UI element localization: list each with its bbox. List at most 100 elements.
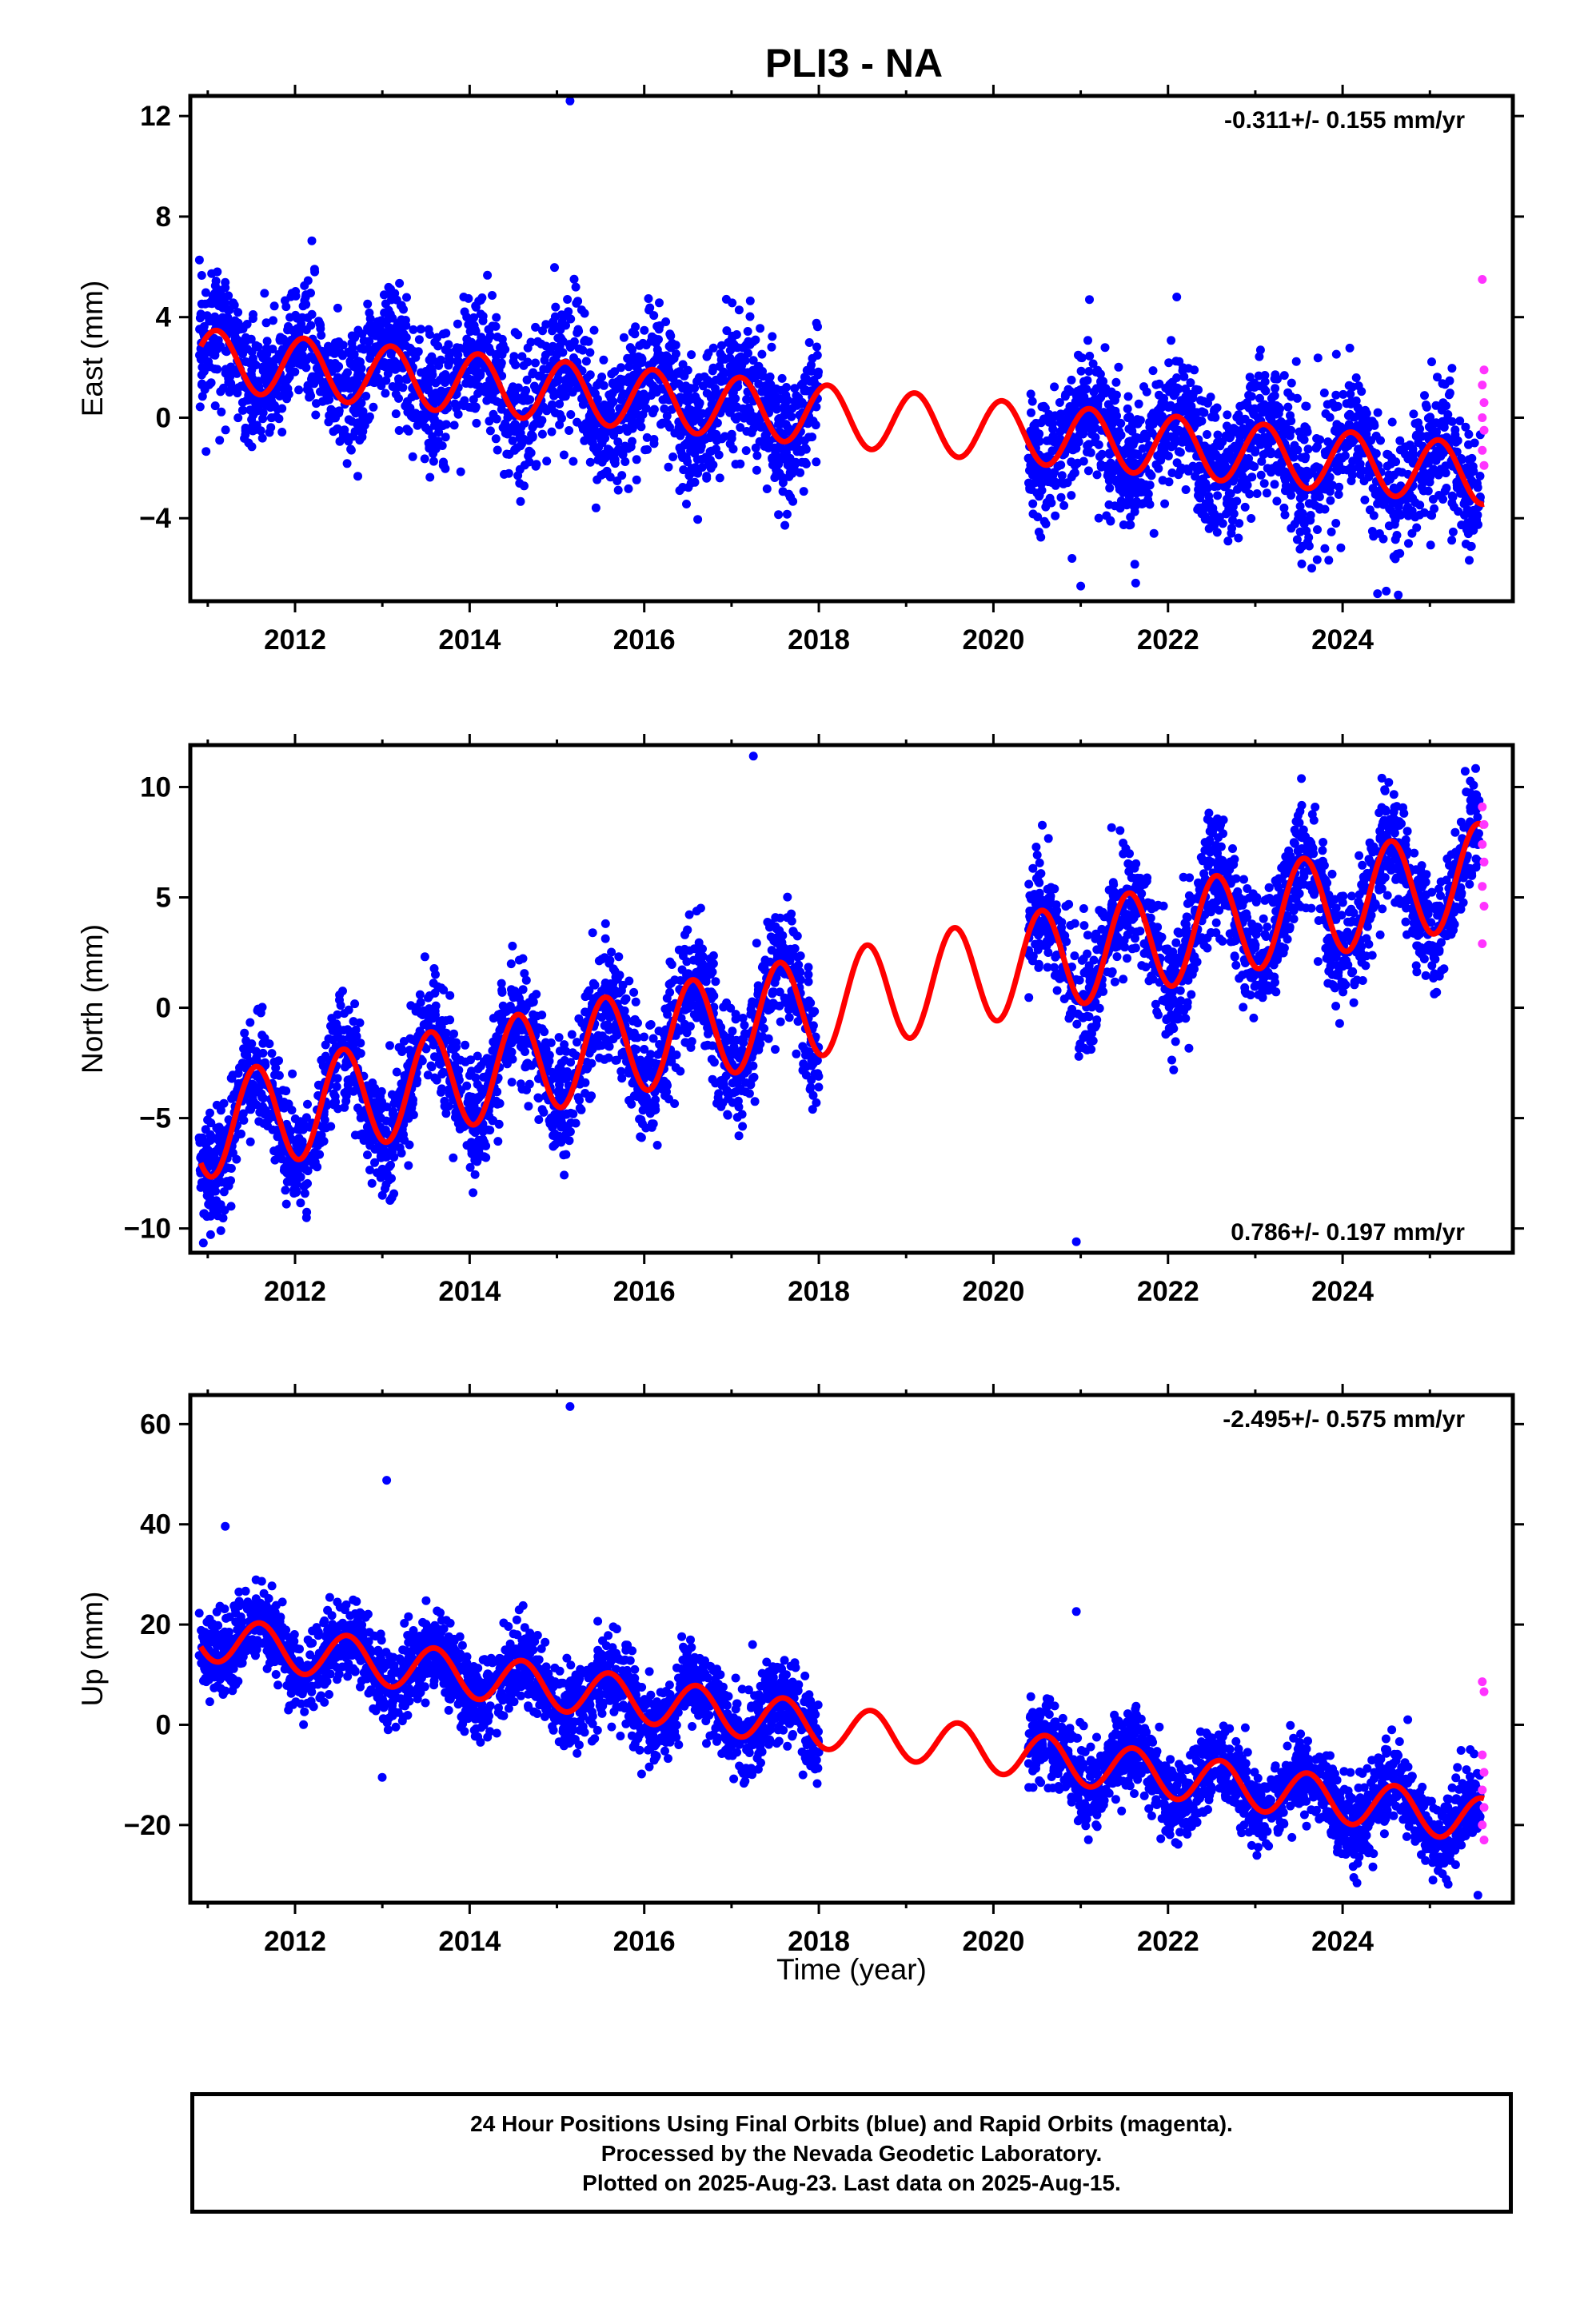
east-data-point bbox=[395, 279, 404, 288]
east-data-point bbox=[1143, 496, 1152, 504]
east-data-point bbox=[357, 364, 366, 373]
east-data-point bbox=[336, 437, 345, 446]
east-data-point bbox=[513, 471, 522, 480]
east-data-point bbox=[782, 383, 791, 392]
east-data-point bbox=[1112, 412, 1121, 421]
east-data-point bbox=[1257, 457, 1266, 466]
east-data-point bbox=[812, 421, 820, 429]
east-data-point bbox=[624, 484, 633, 493]
east-data-point bbox=[517, 497, 525, 506]
east-rapid-point bbox=[1480, 426, 1489, 435]
east-data-point bbox=[1438, 398, 1447, 407]
east-data-point bbox=[713, 419, 722, 428]
east-data-point bbox=[550, 263, 559, 272]
east-data-point bbox=[381, 363, 389, 372]
east-data-point bbox=[498, 335, 507, 344]
east-data-point bbox=[1414, 433, 1423, 441]
north-data-point bbox=[792, 1050, 800, 1058]
east-data-point bbox=[1360, 496, 1369, 504]
east-data-point bbox=[1125, 493, 1134, 502]
east-data-point bbox=[1331, 391, 1340, 400]
east-data-point bbox=[1286, 411, 1295, 420]
east-data-point bbox=[492, 313, 501, 322]
east-data-point bbox=[262, 318, 271, 327]
east-data-point bbox=[661, 317, 670, 326]
east-data-point bbox=[198, 371, 206, 380]
east-data-point bbox=[674, 424, 683, 433]
east-data-point bbox=[438, 441, 447, 450]
north-plot-area bbox=[195, 751, 1489, 1247]
east-data-point bbox=[377, 381, 385, 390]
east-data-point bbox=[812, 343, 821, 352]
east-data-point bbox=[706, 447, 715, 456]
east-data-point bbox=[624, 362, 633, 371]
east-data-point bbox=[1067, 491, 1075, 500]
east-data-point bbox=[493, 350, 501, 359]
east-data-point bbox=[510, 385, 519, 393]
east-data-point bbox=[586, 458, 595, 467]
east-data-point bbox=[509, 436, 517, 445]
north-data-point bbox=[711, 977, 720, 986]
east-data-point bbox=[696, 399, 704, 408]
east-data-point bbox=[1304, 533, 1313, 542]
north-data-point bbox=[549, 1131, 557, 1140]
east-data-point bbox=[377, 317, 385, 325]
east-data-point bbox=[1426, 540, 1435, 549]
east-data-point bbox=[419, 413, 428, 422]
east-data-point bbox=[1447, 364, 1456, 373]
east-data-point bbox=[1114, 363, 1123, 372]
east-y-tick-label: 12 bbox=[140, 101, 171, 132]
east-data-point bbox=[1036, 533, 1045, 542]
east-data-point bbox=[1190, 365, 1199, 374]
east-data-point bbox=[542, 342, 551, 351]
east-data-point bbox=[749, 337, 758, 346]
east-data-point bbox=[772, 467, 781, 476]
east-data-point bbox=[1257, 471, 1266, 480]
east-data-point bbox=[1210, 521, 1219, 530]
east-data-point bbox=[237, 382, 245, 391]
east-data-point bbox=[221, 425, 230, 434]
east-data-point bbox=[1041, 503, 1050, 512]
east-data-point bbox=[1263, 488, 1271, 497]
east-data-point bbox=[453, 350, 462, 359]
north-data-point bbox=[752, 939, 761, 947]
east-data-point bbox=[623, 354, 632, 363]
east-outlier-point bbox=[1067, 554, 1076, 563]
east-data-point bbox=[632, 410, 640, 419]
east-data-point bbox=[564, 307, 573, 316]
east-data-point bbox=[442, 420, 451, 429]
east-data-point bbox=[461, 308, 469, 317]
east-data-point bbox=[360, 337, 369, 345]
east-data-point bbox=[636, 357, 644, 366]
east-data-point bbox=[466, 327, 475, 336]
east-data-point bbox=[1446, 389, 1454, 397]
east-data-point bbox=[390, 357, 399, 365]
east-data-point bbox=[603, 467, 612, 476]
east-data-point bbox=[742, 446, 751, 455]
east-data-point bbox=[505, 450, 513, 459]
east-rapid-point bbox=[1478, 381, 1486, 389]
east-data-point bbox=[1359, 416, 1367, 425]
east-data-point bbox=[1332, 350, 1341, 359]
east-data-point bbox=[688, 412, 696, 421]
east-data-point bbox=[1308, 500, 1317, 508]
east-data-point bbox=[486, 426, 495, 435]
east-data-point bbox=[659, 396, 668, 405]
east-data-point bbox=[786, 493, 795, 502]
east-data-point bbox=[563, 295, 572, 304]
east-data-point bbox=[732, 362, 740, 371]
east-data-point bbox=[493, 446, 502, 455]
east-data-point bbox=[349, 405, 358, 414]
east-data-point bbox=[308, 310, 317, 319]
east-data-point bbox=[1213, 462, 1222, 471]
east-data-point bbox=[1385, 521, 1394, 530]
east-data-point bbox=[1299, 492, 1308, 500]
east-data-point bbox=[774, 510, 783, 519]
east-data-point bbox=[1328, 399, 1337, 408]
east-data-point bbox=[1024, 454, 1033, 463]
east-data-point bbox=[1394, 502, 1403, 511]
east-data-point bbox=[649, 435, 658, 444]
east-data-point bbox=[692, 377, 701, 386]
east-data-point bbox=[1230, 509, 1239, 518]
east-data-point bbox=[1280, 371, 1289, 380]
